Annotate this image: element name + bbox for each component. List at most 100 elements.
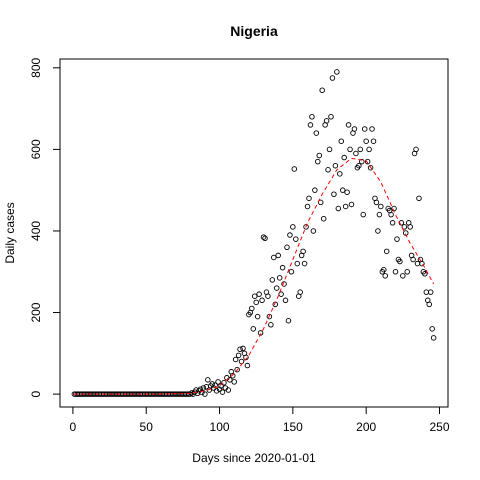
x-tick-label: 50: [140, 420, 154, 434]
point: [338, 138, 344, 144]
point: [427, 289, 434, 295]
point: [275, 252, 281, 259]
point: [426, 301, 432, 308]
point: [345, 122, 352, 128]
y-tick-label: 0: [29, 390, 43, 397]
point: [196, 388, 202, 394]
point: [266, 313, 273, 320]
point: [389, 220, 396, 226]
y-tick-label: 400: [29, 221, 43, 241]
point: [262, 235, 268, 242]
point: [422, 271, 428, 277]
plot-box: [59, 58, 449, 408]
point: [332, 162, 339, 169]
point: [234, 366, 240, 373]
point: [249, 305, 255, 312]
point: [328, 114, 334, 120]
point: [294, 260, 301, 267]
x-tick-label: 150: [283, 420, 303, 434]
point: [281, 281, 287, 287]
point: [276, 275, 283, 281]
point: [407, 224, 413, 230]
point: [304, 203, 311, 210]
point: [388, 211, 394, 218]
point: [219, 389, 226, 395]
point: [397, 258, 403, 265]
y-tick-label: 600: [29, 139, 43, 159]
point: [361, 126, 368, 132]
point: [257, 330, 264, 336]
point: [288, 268, 295, 275]
point: [221, 379, 227, 386]
point: [229, 373, 236, 379]
x-axis-label: Days since 2020-01-01: [192, 451, 316, 465]
point: [326, 146, 333, 153]
point: [290, 224, 296, 230]
point: [316, 152, 323, 159]
point: [348, 201, 355, 208]
point: [265, 293, 271, 299]
point: [254, 313, 261, 320]
y-tick-label: 200: [29, 302, 43, 322]
point: [359, 158, 365, 165]
point: [210, 385, 217, 391]
point: [287, 232, 293, 238]
point: [260, 234, 267, 240]
point: [401, 224, 408, 230]
point: [331, 191, 337, 198]
point: [187, 391, 193, 397]
point: [306, 195, 312, 202]
chart-title: Nigeria: [230, 23, 278, 39]
point: [273, 285, 280, 291]
point: [366, 146, 372, 153]
point: [225, 387, 232, 393]
point: [315, 158, 321, 165]
point: [216, 386, 223, 392]
point: [419, 260, 425, 267]
point: [320, 215, 327, 222]
point: [309, 114, 315, 120]
point: [291, 166, 298, 172]
point: [235, 352, 242, 359]
x-tick-label: 200: [356, 420, 376, 434]
point: [353, 150, 359, 157]
point: [334, 69, 340, 75]
point: [253, 299, 259, 306]
point: [382, 273, 388, 279]
point: [300, 248, 306, 255]
point: [215, 379, 221, 385]
y-tick-label: 800: [29, 57, 43, 77]
point: [416, 195, 422, 202]
point: [329, 75, 336, 81]
point: [279, 264, 286, 271]
point: [357, 146, 364, 153]
point: [394, 236, 400, 242]
point: [319, 87, 325, 93]
point: [335, 205, 342, 212]
point: [278, 291, 284, 297]
point: [367, 164, 374, 171]
point: [269, 277, 276, 283]
point: [310, 228, 317, 234]
point: [351, 126, 358, 132]
point: [375, 228, 381, 234]
point: [297, 289, 303, 295]
point: [378, 203, 384, 210]
point: [347, 146, 353, 153]
point: [231, 379, 237, 385]
point: [337, 171, 343, 177]
point: [429, 326, 435, 332]
point: [259, 297, 265, 304]
point: [404, 268, 410, 275]
point: [430, 335, 437, 341]
y-axis-label: Daily cases: [3, 202, 17, 263]
point: [400, 273, 406, 279]
fit-line: [74, 157, 435, 395]
point: [232, 356, 239, 363]
point: [293, 236, 299, 242]
point: [284, 244, 290, 251]
point: [370, 138, 377, 144]
point: [325, 167, 331, 173]
